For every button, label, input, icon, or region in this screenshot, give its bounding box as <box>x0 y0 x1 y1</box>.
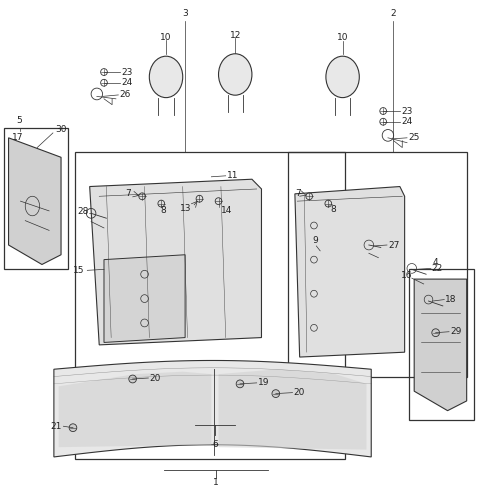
Text: 7: 7 <box>125 189 131 198</box>
Circle shape <box>272 390 280 397</box>
Text: 27: 27 <box>388 241 400 249</box>
Text: 16: 16 <box>401 270 413 280</box>
Text: 30: 30 <box>55 124 66 134</box>
Text: 21: 21 <box>50 422 61 431</box>
Polygon shape <box>104 255 185 343</box>
Text: 8: 8 <box>161 206 167 216</box>
Text: 2: 2 <box>390 9 396 18</box>
Polygon shape <box>90 179 262 345</box>
Polygon shape <box>414 279 467 411</box>
Bar <box>4 128 68 270</box>
Bar <box>288 152 467 376</box>
Text: 25: 25 <box>408 133 420 142</box>
Polygon shape <box>54 361 371 457</box>
Ellipse shape <box>149 56 183 98</box>
Text: 5: 5 <box>17 116 23 125</box>
Text: 8: 8 <box>331 205 336 214</box>
Polygon shape <box>295 187 405 357</box>
Text: 18: 18 <box>445 295 456 304</box>
Text: 4: 4 <box>433 258 438 267</box>
Ellipse shape <box>326 56 360 98</box>
Text: 29: 29 <box>450 327 461 336</box>
Text: 3: 3 <box>182 9 188 18</box>
Ellipse shape <box>218 54 252 95</box>
Text: 17: 17 <box>12 133 24 142</box>
Text: 10: 10 <box>160 33 172 43</box>
Text: 23: 23 <box>121 68 133 76</box>
Text: 24: 24 <box>121 78 133 87</box>
Text: 20: 20 <box>293 388 305 397</box>
Text: 12: 12 <box>229 31 241 40</box>
Text: 9: 9 <box>312 236 318 245</box>
Text: 6: 6 <box>212 440 218 449</box>
Text: 11: 11 <box>227 172 239 180</box>
Circle shape <box>236 380 244 388</box>
Text: 1: 1 <box>213 478 218 487</box>
Bar <box>409 270 474 420</box>
Text: 7: 7 <box>295 189 301 198</box>
Text: 23: 23 <box>401 106 413 116</box>
Text: 28: 28 <box>77 207 88 217</box>
Text: 24: 24 <box>401 117 412 126</box>
Polygon shape <box>218 369 366 450</box>
Circle shape <box>129 375 136 383</box>
Text: 15: 15 <box>73 266 85 275</box>
Circle shape <box>432 329 440 337</box>
Text: 13: 13 <box>180 204 192 213</box>
Circle shape <box>69 424 77 432</box>
Polygon shape <box>9 138 61 265</box>
Bar <box>75 152 345 460</box>
Text: 20: 20 <box>149 373 161 383</box>
Text: 14: 14 <box>221 206 232 216</box>
Text: 19: 19 <box>258 378 269 388</box>
Text: 26: 26 <box>120 91 131 99</box>
Text: 22: 22 <box>432 264 443 273</box>
Polygon shape <box>59 372 211 447</box>
Text: 10: 10 <box>337 33 348 43</box>
